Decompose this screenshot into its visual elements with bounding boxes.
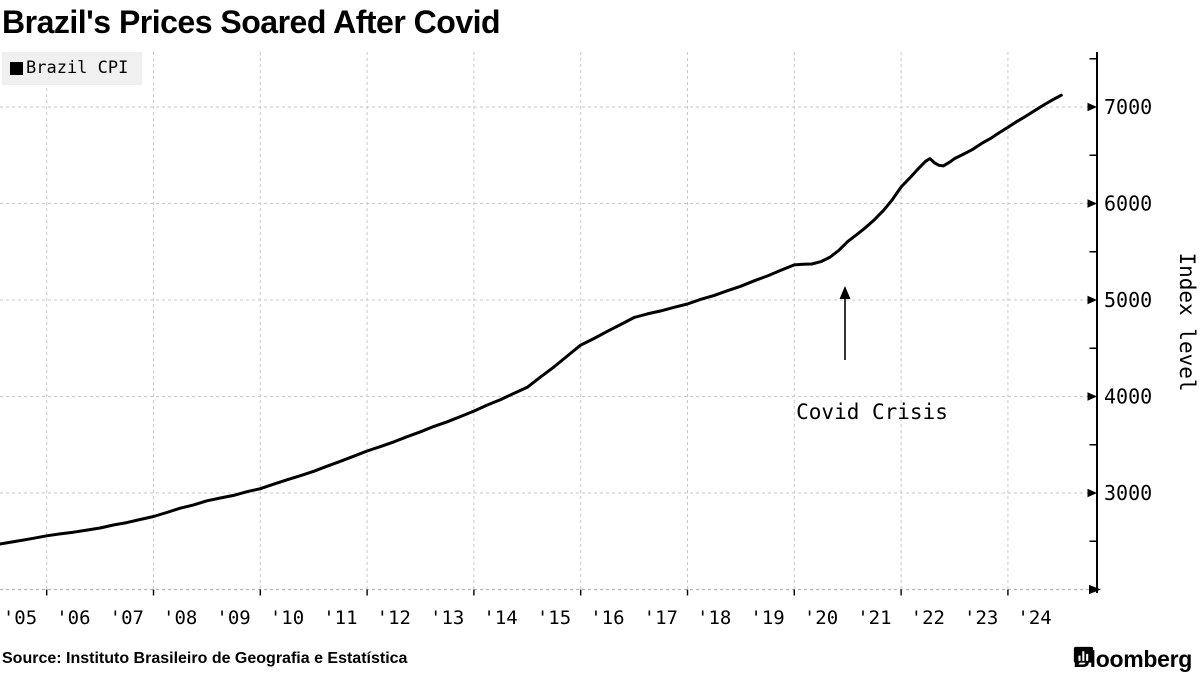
y-axis-title: Index level bbox=[1175, 252, 1199, 391]
covid-arrow-head bbox=[839, 286, 851, 299]
x-axis-tick-label: '17 bbox=[644, 607, 678, 629]
x-axis-tick-label: '15 bbox=[537, 607, 571, 629]
covid-annotation-label: Covid Crisis bbox=[796, 400, 948, 424]
x-axis-tick-label: '10 bbox=[270, 607, 304, 629]
x-axis-tick-label: '05 bbox=[3, 607, 37, 629]
bloomberg-terminal-icon bbox=[1074, 646, 1094, 667]
x-axis-tick-label: '20 bbox=[804, 607, 838, 629]
legend-box: Brazil CPI bbox=[2, 52, 143, 85]
y-axis-major-tick bbox=[1087, 199, 1097, 208]
x-axis-tick-label: '12 bbox=[377, 607, 411, 629]
y-axis-major-tick bbox=[1087, 488, 1097, 498]
chart-title: Brazil's Prices Soared After Covid bbox=[2, 4, 501, 40]
x-axis-tick-label: '08 bbox=[163, 607, 197, 629]
y-axis-tick-label: 4000 bbox=[1104, 385, 1152, 409]
x-axis-tick-label: '24 bbox=[1017, 607, 1051, 629]
x-axis-tick-label: '22 bbox=[911, 607, 945, 629]
x-axis-tick-label: '19 bbox=[750, 607, 784, 629]
x-axis-tick-label: '23 bbox=[964, 607, 998, 629]
covid-annotation: Covid Crisis bbox=[796, 286, 948, 424]
y-axis-tick-label: 3000 bbox=[1104, 481, 1152, 505]
x-axis-tick-label: '14 bbox=[483, 607, 517, 629]
x-axis-tick-label: '11 bbox=[323, 607, 357, 629]
y-axis-tick-label: 7000 bbox=[1104, 95, 1152, 119]
x-axis-tick-label: '16 bbox=[590, 607, 624, 629]
y-axis-major-tick bbox=[1087, 392, 1097, 401]
source-attribution: Source: Instituto Brasileiro de Geografi… bbox=[2, 650, 408, 667]
x-axis-tick-label: '13 bbox=[430, 607, 464, 629]
x-axis-tick-label: '21 bbox=[857, 607, 891, 629]
legend-swatch-icon bbox=[10, 62, 23, 75]
x-axis-tick-label: '09 bbox=[216, 607, 250, 629]
x-axis-tick-label: '06 bbox=[56, 607, 90, 629]
legend-label: Brazil CPI bbox=[26, 58, 129, 78]
y-axis-tick-label: 6000 bbox=[1104, 192, 1152, 216]
y-axis-tick-label: 5000 bbox=[1104, 288, 1152, 312]
cpi-line bbox=[0, 93, 1063, 546]
x-axis-tick-label: '07 bbox=[110, 607, 144, 629]
x-axis-tick-label: '18 bbox=[697, 607, 731, 629]
x-axis-arrow bbox=[1089, 584, 1101, 595]
y-axis-major-tick bbox=[1087, 295, 1097, 305]
y-axis-major-tick bbox=[1087, 102, 1097, 112]
branding: Bloomberg bbox=[1073, 646, 1192, 673]
chart-render-layer: 3000 4000 5000 6000 7000 '05 '06 '07 '08 '09 '10 '1… bbox=[0, 52, 1152, 629]
